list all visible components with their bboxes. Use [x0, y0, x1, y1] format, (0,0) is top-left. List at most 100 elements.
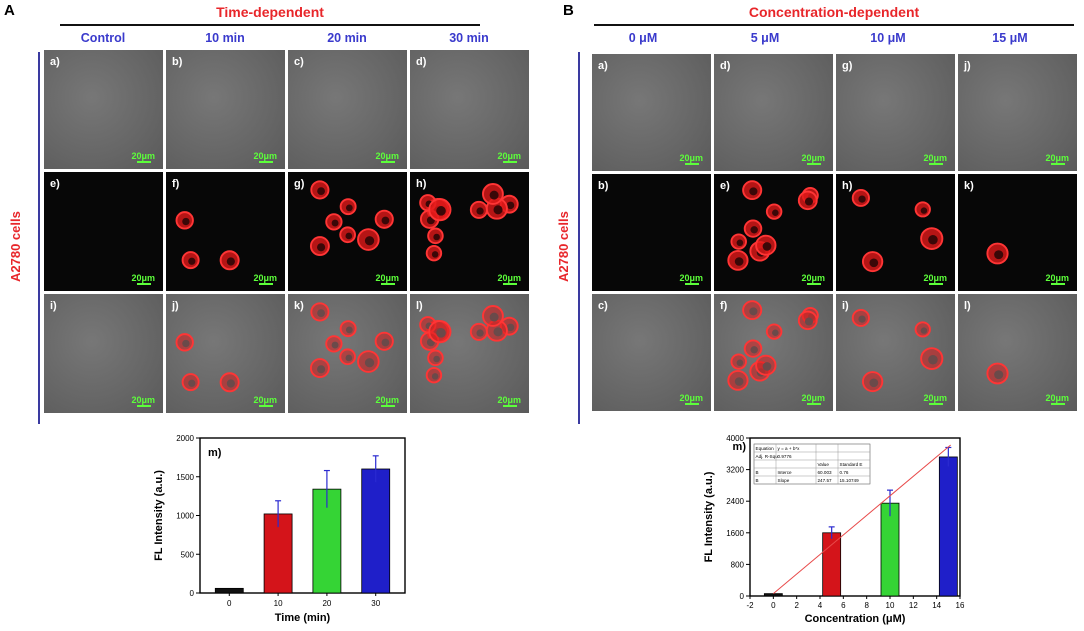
cell-nucleus [762, 362, 772, 371]
cell-nucleus [331, 341, 339, 349]
cell-nucleus [476, 207, 484, 215]
cell-nucleus [188, 379, 196, 387]
panel-a-col-2: 20 min [327, 31, 367, 45]
inset-table-text: Value [818, 462, 830, 467]
panel-b-letter: B [563, 2, 574, 19]
micrograph-tile: a) 20μm [44, 50, 163, 169]
x-tick-label: 12 [909, 601, 918, 610]
cell-nucleus [734, 257, 744, 266]
cell-nucleus [364, 358, 375, 368]
y-tick-label: 2400 [726, 497, 744, 506]
cell-nucleus [489, 312, 499, 322]
inset-table-text: Standard E [840, 462, 863, 467]
cell-nucleus [928, 235, 938, 245]
cell-nucleus [436, 328, 446, 338]
cell-nucleus [869, 258, 879, 268]
panel-a-letter: A [4, 2, 15, 19]
chart-panel-label: m) [733, 441, 747, 453]
tile-label: f) [172, 178, 180, 190]
scale-bar [807, 283, 821, 285]
micrograph-tile: d) 20μm [410, 50, 529, 169]
x-axis-label: Concentration (μM) [805, 613, 906, 625]
tile-label: k) [294, 300, 304, 312]
scale-bar [503, 283, 517, 285]
x-tick-label: 14 [932, 601, 941, 610]
micrograph-tile: d) 20μm [714, 54, 833, 171]
inset-table-text: B [756, 470, 759, 475]
micrograph-tile: a) 20μm [592, 54, 711, 171]
cell-nucleus [345, 354, 353, 362]
micrograph-tile: c) 20μm [592, 294, 711, 411]
cell-nucleus [431, 373, 439, 380]
panel-a-title-rule [60, 24, 480, 26]
panel-a-row-label: A2780 cells [8, 211, 23, 282]
cell-nucleus [772, 209, 779, 216]
panel-a-col-0: Control [80, 31, 126, 45]
micrograph-tile: c) 20μm [288, 50, 407, 169]
inset-table-text: 0.9776 [778, 454, 792, 459]
tile-label: c) [598, 300, 608, 312]
inset-table-cell [837, 475, 871, 485]
tile-label: f) [720, 300, 728, 312]
cell-nucleus [317, 309, 325, 317]
cell-cluster [175, 211, 240, 271]
scale-bar-label: 20μm [679, 153, 703, 163]
tile-label: e) [720, 180, 730, 192]
cell-nucleus [433, 355, 440, 363]
tile-label: d) [720, 60, 731, 72]
cell-nucleus [749, 307, 758, 316]
cell-nucleus [188, 257, 196, 265]
time-bar-chart: 0 500 1000 1500 2000 0 10 20 30 m) Time (min) FL In… [153, 434, 406, 624]
cell-nucleus [736, 359, 744, 367]
scale-bar-label: 20μm [923, 153, 947, 163]
panel-a-col-1: 10 min [205, 31, 245, 45]
plot-frame [749, 437, 961, 597]
cell-nucleus [928, 355, 938, 365]
cell-nucleus [804, 197, 814, 206]
y-tick-label: 4000 [726, 434, 744, 443]
scale-bar-label: 20μm [923, 393, 947, 403]
inset-table-text: B [756, 478, 759, 483]
cell-nucleus [381, 338, 390, 347]
x-tick-label: 0 [771, 601, 776, 610]
inset-table-text: 60.003 [818, 470, 832, 475]
scale-bar [381, 161, 395, 163]
tile-label: j) [964, 60, 971, 72]
x-tick-label: 16 [956, 601, 965, 610]
cell-cluster [727, 300, 819, 391]
cell-nucleus [804, 317, 814, 326]
scale-bar-label: 20μm [801, 393, 825, 403]
x-tick-label: 20 [322, 599, 331, 608]
cell-nucleus [345, 232, 353, 240]
scale-bar [259, 283, 273, 285]
cell-cluster [419, 183, 519, 262]
tile-label: i) [50, 300, 57, 312]
cell-nucleus [381, 216, 390, 225]
panel-b-col-2: 10 μM [870, 31, 906, 45]
inset-table-text: Slope [778, 478, 790, 483]
scale-bar [381, 283, 395, 285]
x-tick-label: 2 [794, 601, 799, 610]
inset-table-text: 15.10749 [840, 478, 860, 483]
panel-a-title: Time-dependent [216, 4, 324, 20]
scale-bar [1051, 163, 1065, 165]
cell-nucleus [869, 378, 879, 388]
scale-bar [685, 283, 699, 285]
tile-label: i) [842, 300, 849, 312]
scale-bar [929, 163, 943, 165]
cell-nucleus [182, 217, 190, 226]
cell-nucleus [345, 204, 353, 212]
scale-bar [685, 163, 699, 165]
cell-nucleus [317, 243, 326, 252]
micrograph-tile: g) 20μm [836, 54, 955, 171]
tile-label: e) [50, 178, 60, 190]
scale-bar-label: 20μm [497, 273, 521, 283]
scale-bar-label: 20μm [679, 393, 703, 403]
scale-bar-label: 20μm [1045, 393, 1069, 403]
scale-bar-label: 20μm [375, 395, 399, 405]
panel-a-image-grid: a) 20μm b) 20μm c) 20μm d) 20μm e) 20μm f) 20μm g) 20… [44, 50, 529, 413]
scale-bar-label: 20μm [1045, 273, 1069, 283]
cell-nucleus [317, 187, 325, 195]
micrograph-tile: b) 20μm [166, 50, 285, 169]
micrograph-tile: h) 20μm [410, 172, 529, 291]
